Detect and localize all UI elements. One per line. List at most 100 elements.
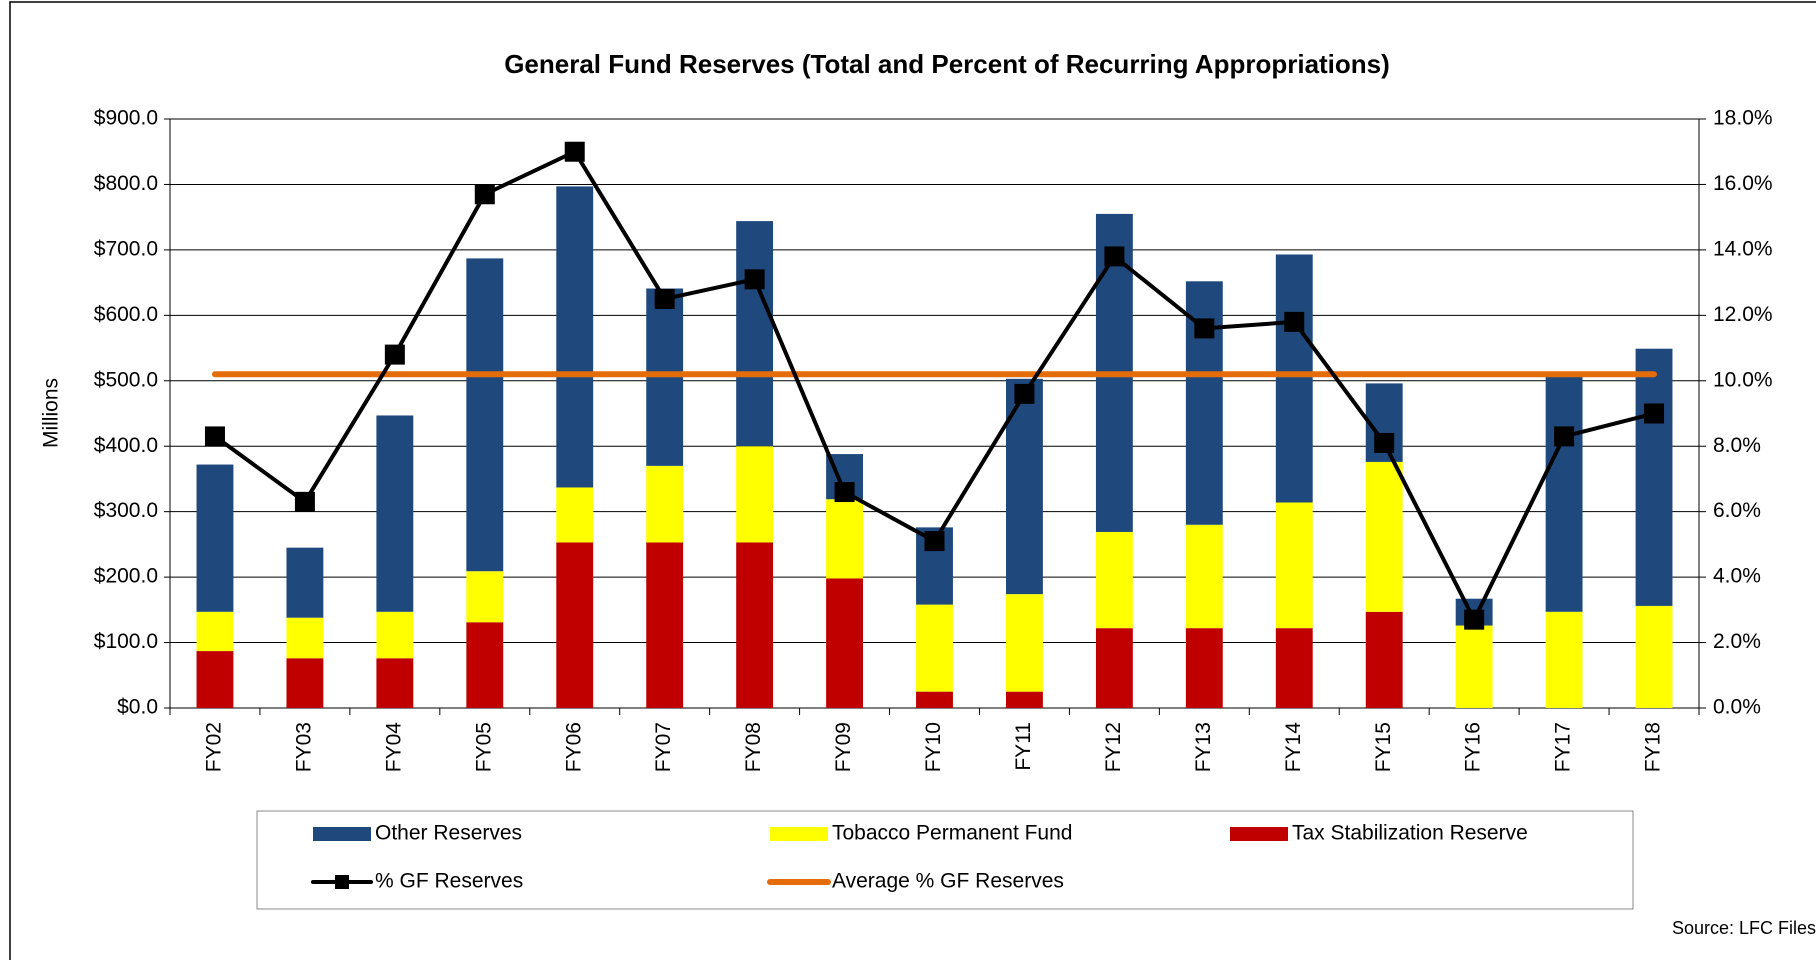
x-tick-label: FY06 — [562, 722, 585, 772]
y-tick-label: $300.0 — [94, 499, 158, 522]
bar-segment — [556, 487, 594, 543]
line-marker — [1284, 311, 1305, 332]
x-tick-label: FY13 — [1192, 722, 1215, 772]
y-tick-label: $500.0 — [94, 368, 158, 391]
y2-tick-label: 12.0% — [1713, 303, 1773, 326]
x-tick-label: FY09 — [832, 722, 855, 772]
bar-segment — [376, 611, 414, 659]
x-tick-label: FY10 — [922, 722, 945, 772]
y-tick-label: $600.0 — [94, 303, 158, 326]
bar-segment — [1365, 461, 1403, 612]
bar-segment — [1545, 611, 1583, 708]
x-tick-label: FY18 — [1642, 722, 1665, 772]
line-marker — [1644, 403, 1665, 424]
legend-label: Other Reserves — [375, 822, 522, 845]
bar-segment — [1006, 594, 1043, 692]
bar-segment — [286, 617, 324, 659]
legend-marker — [335, 875, 349, 889]
bar-segment — [466, 571, 504, 623]
y2-tick-label: 18.0% — [1713, 107, 1773, 130]
legend-swatch — [770, 827, 828, 841]
bar-segment — [1006, 378, 1043, 595]
line-marker — [1194, 318, 1215, 339]
line-marker — [204, 426, 225, 447]
y2-tick-label: 0.0% — [1713, 696, 1761, 719]
chart-title: General Fund Reserves (Total and Percent… — [504, 49, 1390, 79]
bar-segment — [736, 221, 774, 447]
y2-tick-label: 4.0% — [1713, 565, 1761, 588]
x-tick-label: FY16 — [1462, 722, 1485, 772]
bar-segment — [556, 186, 594, 488]
bar-segment — [916, 691, 953, 708]
x-tick-label: FY17 — [1552, 722, 1575, 772]
x-tick-label: FY12 — [1102, 722, 1125, 772]
bar-segment — [1275, 254, 1313, 503]
bar-segment — [196, 651, 234, 708]
line-marker — [834, 482, 855, 503]
x-tick-label: FY05 — [472, 722, 495, 772]
line-marker — [924, 531, 945, 552]
legend-swatch — [1230, 827, 1288, 841]
line-marker — [564, 141, 585, 162]
bar-segment — [736, 446, 774, 543]
legend-label: Average % GF Reserves — [832, 870, 1064, 893]
bar-segment — [286, 658, 324, 708]
x-tick-label: FY03 — [292, 722, 315, 772]
bar-segment — [1455, 625, 1493, 708]
y-tick-label: $100.0 — [94, 630, 158, 653]
bar-segment — [1185, 524, 1223, 629]
bar-segment — [376, 415, 414, 612]
legend-label: Tax Stabilization Reserve — [1292, 822, 1528, 845]
line-marker — [474, 184, 495, 205]
bar-segment — [826, 499, 863, 579]
line-marker — [1104, 246, 1125, 267]
bar-segment — [916, 604, 953, 692]
line-marker — [1554, 426, 1575, 447]
legend-box — [256, 810, 1634, 910]
x-tick-label: FY02 — [203, 722, 226, 772]
y2-tick-label: 14.0% — [1713, 237, 1773, 260]
y2-tick-label: 10.0% — [1713, 368, 1773, 391]
chart-frame — [9, 1, 1816, 960]
y-tick-label: $400.0 — [94, 434, 158, 457]
bar-segment — [1635, 348, 1673, 606]
legend-swatch — [313, 827, 371, 841]
line-marker — [1374, 432, 1395, 453]
line-marker — [1464, 609, 1485, 630]
bar-segment — [1275, 502, 1313, 629]
bar-segment — [1275, 628, 1313, 708]
y-tick-label: $0.0 — [117, 696, 158, 719]
legend-label: Tobacco Permanent Fund — [832, 822, 1072, 845]
bar-segment — [646, 542, 684, 708]
bar-segment — [1185, 628, 1223, 708]
bar-segment — [1006, 691, 1043, 708]
legend-label: % GF Reserves — [375, 870, 523, 893]
bar-segment — [196, 611, 234, 652]
line-marker — [384, 344, 405, 365]
x-tick-label: FY11 — [1012, 722, 1035, 771]
bar-segment — [1545, 372, 1583, 612]
y-tick-label: $200.0 — [94, 565, 158, 588]
x-tick-label: FY15 — [1372, 722, 1395, 772]
line-marker — [744, 269, 765, 290]
x-tick-label: FY07 — [652, 722, 675, 772]
y-tick-label: $700.0 — [94, 237, 158, 260]
bar-segment — [1095, 531, 1133, 629]
bar-segment — [1635, 605, 1673, 708]
y2-tick-label: 16.0% — [1713, 172, 1773, 195]
x-tick-label: FY08 — [742, 722, 765, 772]
x-tick-label: FY14 — [1282, 722, 1305, 773]
line-marker — [1014, 383, 1035, 404]
bar-segment — [466, 258, 504, 572]
bar-segment — [826, 578, 863, 708]
bar-segment — [286, 547, 324, 618]
bar-segment — [736, 542, 774, 708]
y2-tick-label: 6.0% — [1713, 499, 1761, 522]
y2-tick-label: 8.0% — [1713, 434, 1761, 457]
bar-segment — [646, 465, 684, 543]
y-tick-label: $800.0 — [94, 172, 158, 195]
bar-segment — [556, 542, 594, 708]
source-note: Source: LFC Files — [1672, 918, 1816, 938]
bar-segment — [1365, 611, 1403, 708]
